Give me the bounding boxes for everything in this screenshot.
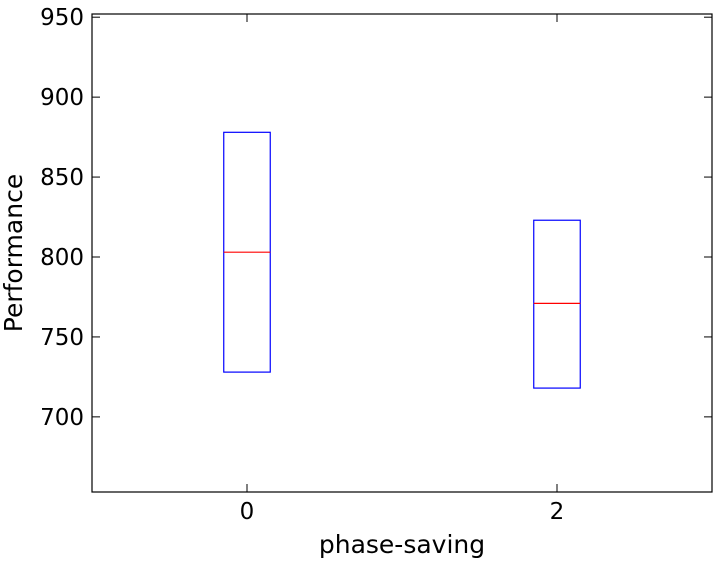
y-tick-label: 850 bbox=[40, 165, 84, 191]
plot-frame bbox=[91, 13, 713, 493]
y-axis-label: Performance bbox=[0, 174, 28, 332]
y-tick-label: 800 bbox=[40, 245, 84, 271]
box bbox=[533, 219, 581, 389]
x-tick-label: 0 bbox=[240, 499, 255, 525]
y-tick-label: 750 bbox=[40, 325, 84, 351]
y-tick-label: 700 bbox=[40, 405, 84, 431]
y-tick-label: 900 bbox=[40, 85, 84, 111]
y-tick-label: 950 bbox=[40, 5, 84, 31]
x-axis-label: phase-saving bbox=[319, 530, 485, 559]
x-tick-label: 2 bbox=[550, 499, 565, 525]
